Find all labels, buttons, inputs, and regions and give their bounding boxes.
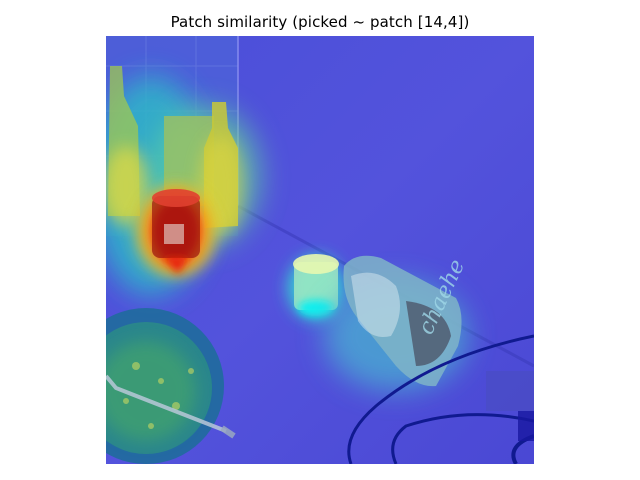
figure-title: Patch similarity (picked ~ patch [14,4]) — [170, 13, 470, 31]
heatmap-image: chaehe — [106, 36, 534, 464]
